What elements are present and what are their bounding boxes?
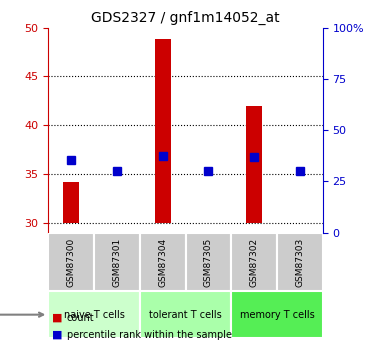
- FancyBboxPatch shape: [94, 233, 140, 291]
- Text: GSM87300: GSM87300: [67, 237, 76, 287]
- Text: ■: ■: [52, 330, 62, 340]
- Bar: [155, 39, 171, 223]
- Bar: [246, 106, 262, 223]
- FancyBboxPatch shape: [186, 233, 231, 291]
- FancyBboxPatch shape: [140, 291, 231, 338]
- Text: percentile rank within the sample: percentile rank within the sample: [67, 330, 232, 340]
- Text: ■: ■: [52, 313, 62, 323]
- Text: GSM87303: GSM87303: [295, 237, 304, 287]
- Text: GSM87304: GSM87304: [158, 237, 167, 286]
- Text: naive T cells: naive T cells: [63, 310, 124, 320]
- Text: GSM87301: GSM87301: [112, 237, 121, 287]
- FancyBboxPatch shape: [48, 291, 140, 338]
- Text: cell type: cell type: [0, 310, 43, 320]
- FancyBboxPatch shape: [231, 291, 323, 338]
- Text: tolerant T cells: tolerant T cells: [149, 310, 222, 320]
- FancyBboxPatch shape: [231, 233, 277, 291]
- Title: GDS2327 / gnf1m14052_at: GDS2327 / gnf1m14052_at: [91, 11, 280, 25]
- FancyBboxPatch shape: [140, 233, 186, 291]
- Text: memory T cells: memory T cells: [240, 310, 314, 320]
- Text: count: count: [67, 313, 94, 323]
- Bar: [63, 182, 79, 223]
- Text: GSM87305: GSM87305: [204, 237, 213, 287]
- FancyBboxPatch shape: [48, 233, 94, 291]
- FancyBboxPatch shape: [277, 233, 323, 291]
- Text: GSM87302: GSM87302: [250, 237, 259, 286]
